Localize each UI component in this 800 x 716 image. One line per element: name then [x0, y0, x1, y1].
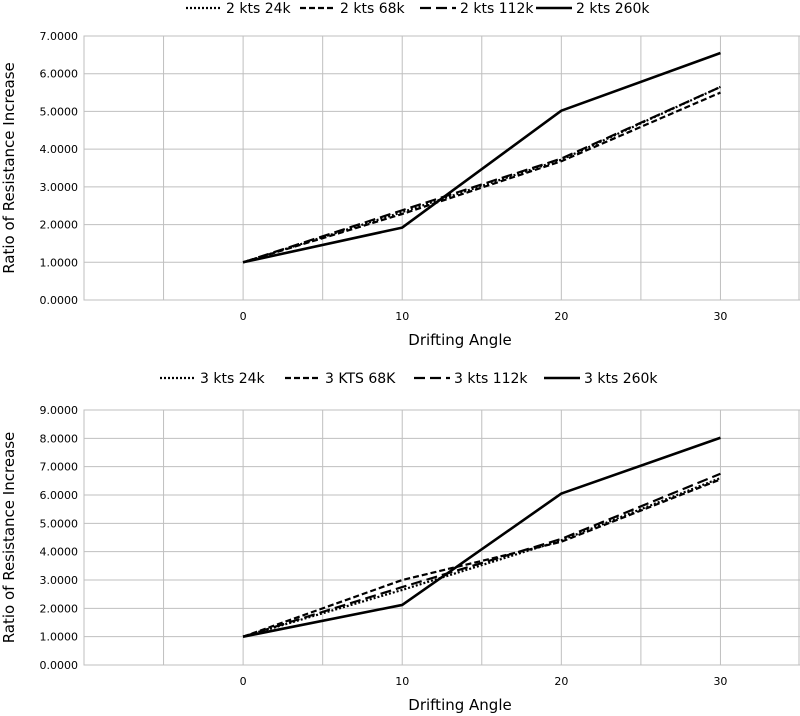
y-tick-label: 3.0000 — [40, 181, 79, 194]
x-tick-label: 20 — [554, 675, 568, 688]
legend-label: 3 KTS 68K — [325, 371, 396, 387]
series-line — [242, 476, 721, 638]
y-tick-label: 2.0000 — [40, 219, 79, 232]
x-tick-label: 0 — [240, 310, 247, 323]
legend-label: 3 kts 260k — [584, 371, 658, 387]
series-line — [242, 85, 721, 264]
y-tick-label: 1.0000 — [40, 256, 79, 269]
y-tick-label: 7.0000 — [40, 30, 79, 43]
y-axis-title: Ratio of Resistance Increase — [0, 432, 18, 644]
y-tick-label: 0.0000 — [40, 659, 79, 672]
y-axis-title: Ratio of Resistance Increase — [0, 62, 18, 274]
series-line — [242, 51, 721, 264]
chart-2: 0.0000 1.0000 2.0000 3.0000 4.0000 5.0000 6.00… — [0, 371, 800, 714]
y-tick-label: 3.0000 — [40, 574, 79, 587]
y-tick-label: 4.0000 — [40, 546, 79, 559]
y-tick-label: 5.0000 — [40, 517, 79, 530]
x-tick-label: 10 — [395, 675, 409, 688]
x-tick-label: 30 — [713, 310, 727, 323]
x-tick-label: 10 — [395, 310, 409, 323]
x-tick-label: 30 — [713, 675, 727, 688]
y-tick-label: 4.0000 — [40, 143, 79, 156]
chart-1: 0.0000 1.0000 2.0000 3.0000 4.0000 5.0000 6.00… — [0, 1, 800, 349]
series-line — [242, 436, 721, 638]
y-tick-label: 9.0000 — [40, 404, 79, 417]
legend-label: 2 kts 68k — [340, 1, 406, 17]
y-tick-label: 2.0000 — [40, 602, 79, 615]
y-tick-label: 1.0000 — [40, 631, 79, 644]
plot-area-border — [83, 35, 800, 301]
x-axis-title: Drifting Angle — [408, 696, 511, 714]
legend-label: 2 kts 24k — [226, 1, 292, 17]
x-tick-label: 0 — [240, 675, 247, 688]
series-line — [242, 91, 721, 264]
legend-label: 2 kts 112k — [460, 1, 534, 17]
legend-label: 2 kts 260k — [576, 1, 650, 17]
series-line — [242, 478, 721, 638]
y-tick-label: 7.0000 — [40, 461, 79, 474]
x-axis-title: Drifting Angle — [408, 331, 511, 349]
y-tick-label: 6.0000 — [40, 68, 79, 81]
y-tick-label: 8.0000 — [40, 432, 79, 445]
y-tick-label: 0.0000 — [40, 294, 79, 307]
x-tick-label: 20 — [554, 310, 568, 323]
legend-label: 3 kts 24k — [200, 371, 266, 387]
legend-label: 3 kts 112k — [454, 371, 528, 387]
y-tick-label: 6.0000 — [40, 489, 79, 502]
series-line — [242, 472, 721, 638]
y-tick-label: 5.0000 — [40, 105, 79, 118]
